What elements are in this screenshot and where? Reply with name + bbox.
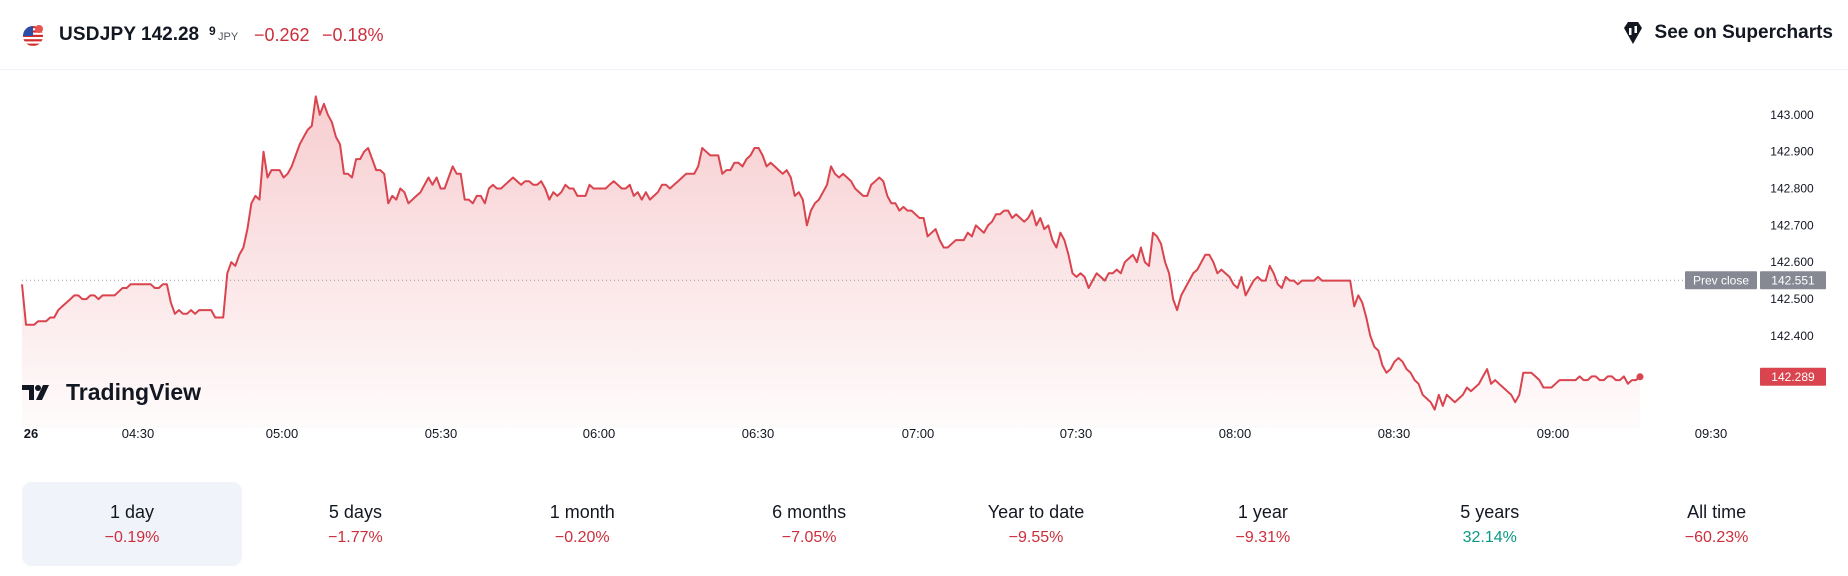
period-change: 32.14% (1462, 528, 1517, 546)
price-chart-svg[interactable]: 143.000 142.900 142.800 142.700 142.600 142.5… (0, 70, 1848, 460)
symbol-name[interactable]: USDJPY (59, 24, 137, 45)
period-label: 5 years (1460, 501, 1520, 522)
last-price-label: 142.289 (1760, 367, 1826, 386)
period-button[interactable]: 6 months −7.05% (696, 482, 923, 566)
x-tick-label: 04:30 (122, 426, 155, 441)
period-button[interactable]: Year to date −9.55% (923, 482, 1150, 566)
supercharts-label: See on Supercharts (1654, 22, 1833, 43)
last-price: 142.28 (141, 24, 200, 45)
see-on-supercharts-button[interactable]: See on Supercharts (1619, 19, 1833, 47)
price-line (21, 95, 1641, 411)
period-button[interactable]: 1 month −0.20% (469, 482, 696, 566)
y-axis: 143.000 142.900 142.800 142.700 142.600 142.5… (1770, 108, 1814, 343)
price-change-percent: −0.18% (322, 25, 384, 45)
last-price-fraction: 9 (209, 24, 216, 38)
y-tick-label: 142.800 (1770, 182, 1814, 196)
prev-close-label-text: Prev close (1693, 273, 1749, 287)
price-area-fill (22, 96, 1640, 429)
x-tick-label: 09:30 (1695, 426, 1728, 441)
period-change: −0.19% (104, 528, 160, 546)
period-label: 1 day (109, 501, 155, 522)
period-button[interactable]: 5 years 32.14% (1376, 482, 1603, 566)
tradingview-logo-text: TradingView (66, 379, 201, 405)
x-tick-label: 06:30 (742, 426, 775, 441)
y-tick-label: 142.400 (1770, 329, 1814, 343)
x-tick-label: 08:30 (1378, 426, 1411, 441)
symbol-header: USDJPY 142.28 9 JPY −0.262 −0.18% See on… (0, 0, 1848, 70)
period-button[interactable]: 5 days −1.77% (242, 482, 469, 566)
x-tick-label: 08:00 (1219, 426, 1252, 441)
prev-close-value-text: 142.551 (1771, 273, 1815, 287)
x-tick-label: 05:30 (425, 426, 458, 441)
period-change: −9.55% (1008, 528, 1064, 546)
period-label: All time (1687, 501, 1747, 522)
period-label: 5 days (328, 501, 382, 522)
tradingview-logo-icon (22, 385, 49, 400)
supercharts-icon (1623, 22, 1642, 44)
currency-code: JPY (218, 31, 239, 43)
us-flag-icon (23, 25, 43, 46)
y-tick-label: 142.900 (1770, 145, 1814, 159)
period-label: Year to date (987, 501, 1085, 522)
period-button[interactable]: 1 year −9.31% (1149, 482, 1376, 566)
period-change: −9.31% (1235, 528, 1291, 546)
period-label: 1 year (1237, 501, 1288, 522)
period-label: 1 month (549, 501, 615, 522)
y-tick-label: 142.700 (1770, 218, 1814, 232)
y-tick-label: 143.000 (1770, 108, 1814, 122)
period-selector: 1 day −0.19% 5 days −1.77% 1 month −0.20% 6 mo… (22, 482, 1830, 566)
period-change: −1.77% (328, 528, 383, 546)
last-price-dot (1636, 373, 1644, 381)
tradingview-logo[interactable]: TradingView (22, 379, 201, 405)
period-change: −7.05% (781, 528, 837, 546)
x-tick-label: 05:00 (266, 426, 299, 441)
period-label: 6 months (772, 501, 847, 522)
x-tick-label: 07:30 (1060, 426, 1093, 441)
x-tick-label: 09:00 (1537, 426, 1570, 441)
x-tick-label: 26 (24, 426, 38, 441)
x-axis: 26 04:30 05:00 05:30 06:00 06:30 07:00 07:30 08:… (24, 426, 1728, 441)
x-tick-label: 06:00 (583, 426, 616, 441)
y-tick-label: 142.600 (1770, 255, 1814, 269)
x-tick-label: 07:00 (902, 426, 935, 441)
price-chart[interactable]: 143.000 142.900 142.800 142.700 142.600 142.5… (0, 70, 1848, 460)
period-change: −60.23% (1684, 528, 1749, 546)
price-change: −0.262 (254, 25, 310, 45)
y-tick-label: 142.500 (1770, 292, 1814, 306)
prev-close-label: Prev close 142.551 (1685, 271, 1826, 290)
last-price-label-text: 142.289 (1771, 370, 1815, 384)
period-change: −0.20% (554, 528, 610, 546)
period-button[interactable]: 1 day −0.19% (22, 482, 242, 566)
period-button[interactable]: All time −60.23% (1603, 482, 1830, 566)
